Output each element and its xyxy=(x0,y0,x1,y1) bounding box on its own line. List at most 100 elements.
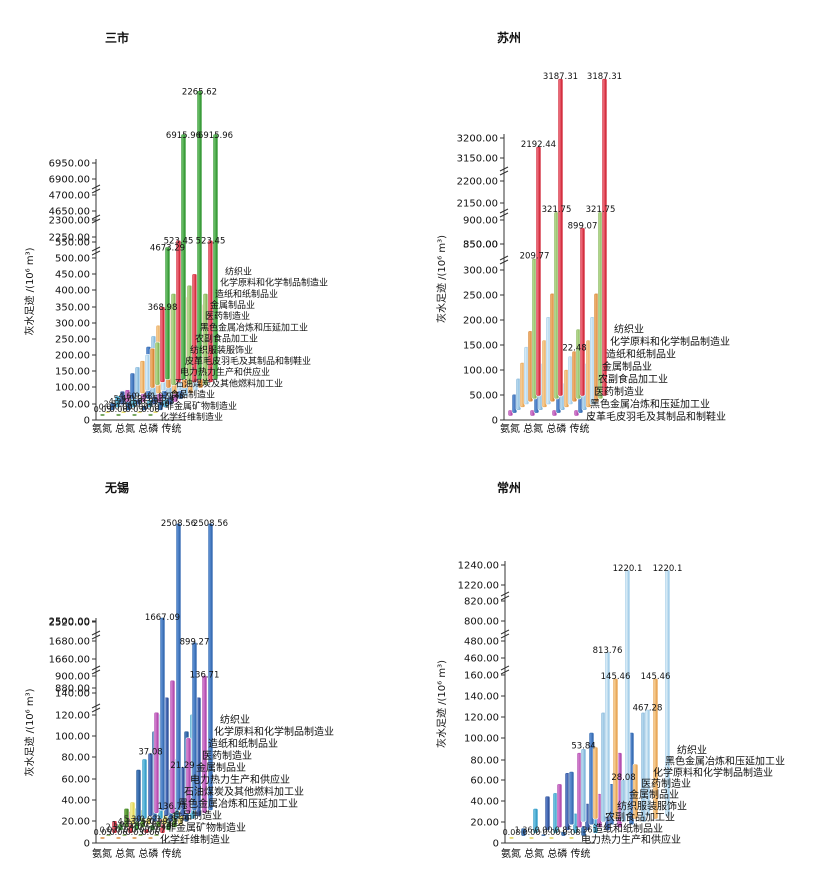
bar-highlight xyxy=(586,804,588,830)
y-tick-label: 120.00 xyxy=(464,713,499,724)
x-axis-label: 氨氮 总氮 总磷 传统 xyxy=(92,847,182,860)
value-label: 3.47 xyxy=(128,820,146,829)
bar xyxy=(136,410,143,414)
y-tick-label: 0 xyxy=(84,839,90,850)
bar-highlight xyxy=(522,829,524,836)
value-label: 0.85 xyxy=(555,825,573,834)
bar-highlight xyxy=(577,330,579,398)
value-label: 6915.96 xyxy=(198,131,233,141)
value-label: 3.47 xyxy=(160,820,178,829)
industry-label: 金属制品业 xyxy=(602,360,652,373)
bar-highlight xyxy=(582,826,584,836)
y-axis-label: 灰水足迹 /(10⁶ m³) xyxy=(435,235,448,323)
bar-highlight xyxy=(131,802,133,824)
value-label: 5.39 xyxy=(124,815,142,824)
bar-highlight xyxy=(521,363,523,407)
industry-label: 皮革毛皮羽毛及其制品和制鞋业 xyxy=(586,410,726,423)
value-label: 0.03 xyxy=(126,405,144,414)
bar-highlight xyxy=(614,679,616,819)
bar-highlight xyxy=(113,821,115,833)
y-tick-label: 850.00 xyxy=(463,240,498,251)
axis-break-mark xyxy=(499,166,509,176)
industry-label: 非金属矿物制造业 xyxy=(166,821,246,834)
axis-break-mark xyxy=(499,208,509,218)
value-label: 813.76 xyxy=(593,646,623,656)
bar-highlight xyxy=(587,341,589,407)
value-label: 5.47 xyxy=(114,394,132,403)
bar-highlight xyxy=(197,698,199,816)
bar-highlight xyxy=(187,738,189,813)
value-label: 2508.56 xyxy=(193,519,228,529)
value-label: 53.84 xyxy=(571,742,595,752)
value-label: 2265.62 xyxy=(182,88,217,98)
y-tick-label: 6900.00 xyxy=(49,175,90,186)
industry-label: 化学原料和化学制品制造业 xyxy=(610,335,730,348)
industry-label: 农副食品加工业 xyxy=(598,373,668,386)
y-tick-label: 4650.00 xyxy=(49,207,90,218)
value-label: 2508.56 xyxy=(161,519,196,529)
y-tick-label: 800.00 xyxy=(464,617,499,628)
bar-highlight xyxy=(145,830,147,833)
y-tick-label: 3150.00 xyxy=(457,154,498,165)
value-label: 3.40 xyxy=(122,823,140,832)
value-label: 0.05 xyxy=(94,828,112,837)
industry-label: 黑色金属冶炼和压延加工业 xyxy=(178,797,298,810)
bar-highlight xyxy=(126,390,128,401)
y-tick-label: 20.00 xyxy=(61,817,90,828)
value-label: 0.00 xyxy=(131,402,149,411)
y-tick-label: 2150.00 xyxy=(457,199,498,210)
bar-highlight xyxy=(193,274,195,382)
value-label: 21.29 xyxy=(170,761,194,771)
value-label: 0.00 xyxy=(115,402,133,411)
industry-label: 医药制造业 xyxy=(202,749,252,762)
panel-4: 常州 0 20.00 40.00 60.00 80.00 100.00 120.00 140.0… xyxy=(435,480,785,860)
bar-highlight xyxy=(209,241,211,382)
bar-highlight xyxy=(561,384,563,410)
value-label: 4.23 xyxy=(118,817,136,826)
y-tick-label: 2300.00 xyxy=(49,216,90,227)
bar-highlight xyxy=(172,294,174,385)
bar-highlight xyxy=(555,213,557,398)
bar-highlight xyxy=(582,749,584,821)
value-label: 0.00 xyxy=(132,825,150,834)
bar-highlight xyxy=(666,570,668,816)
industry-label: 化学纤维制造业 xyxy=(160,833,230,846)
bar-highlight xyxy=(562,832,564,836)
y-tick-label: 100.00 xyxy=(463,366,498,377)
y-tick-label: 1680.00 xyxy=(49,637,90,648)
industry-label: 金属制品业 xyxy=(210,299,255,311)
value-label: 0.06 xyxy=(142,405,160,414)
industry-label: 医药制造业 xyxy=(594,385,644,398)
y-axis-label: 灰水足迹 /(10⁶ m³) xyxy=(435,660,448,748)
bar-highlight xyxy=(181,767,183,816)
industry-label: 化学原料和化学制品制造业 xyxy=(653,766,773,779)
value-label: 0.92 xyxy=(140,815,158,824)
value-label: 368.98 xyxy=(148,303,178,313)
bar-highlight xyxy=(525,347,527,404)
value-label: 3.40 xyxy=(154,823,172,832)
panel-title: 苏州 xyxy=(497,30,521,45)
bar-highlight xyxy=(182,135,184,379)
value-label: 1.36 xyxy=(515,825,533,834)
bar-highlight xyxy=(137,770,139,821)
bar-highlight xyxy=(579,387,581,413)
y-tick-label: 40.00 xyxy=(470,797,499,808)
value-label: 145.46 xyxy=(601,672,631,682)
value-label: 0.07 xyxy=(148,825,166,834)
bar-highlight xyxy=(143,759,145,819)
bar-highlight xyxy=(151,825,153,830)
value-label: 2.58 xyxy=(125,397,143,406)
value-label: 3.53 xyxy=(156,815,174,824)
value-label: 1667.09 xyxy=(145,613,180,623)
bar-highlight xyxy=(547,317,549,404)
industry-label: 纺织服装服饰业 xyxy=(190,344,253,356)
y-tick-label: 480.00 xyxy=(464,637,499,648)
y-tick-label: 250.00 xyxy=(463,291,498,302)
bar-highlight xyxy=(513,395,515,413)
bar-highlight xyxy=(599,213,601,398)
bar-highlight xyxy=(166,247,168,379)
bar-highlight xyxy=(157,822,159,827)
industry-label: 石油煤炭及其他燃料加工业 xyxy=(184,785,304,798)
panel-3: 无锡 0 20.00 40.00 60.00 80.00 100.00 120.00 140.0… xyxy=(23,480,334,860)
value-label: 3.53 xyxy=(146,394,164,403)
